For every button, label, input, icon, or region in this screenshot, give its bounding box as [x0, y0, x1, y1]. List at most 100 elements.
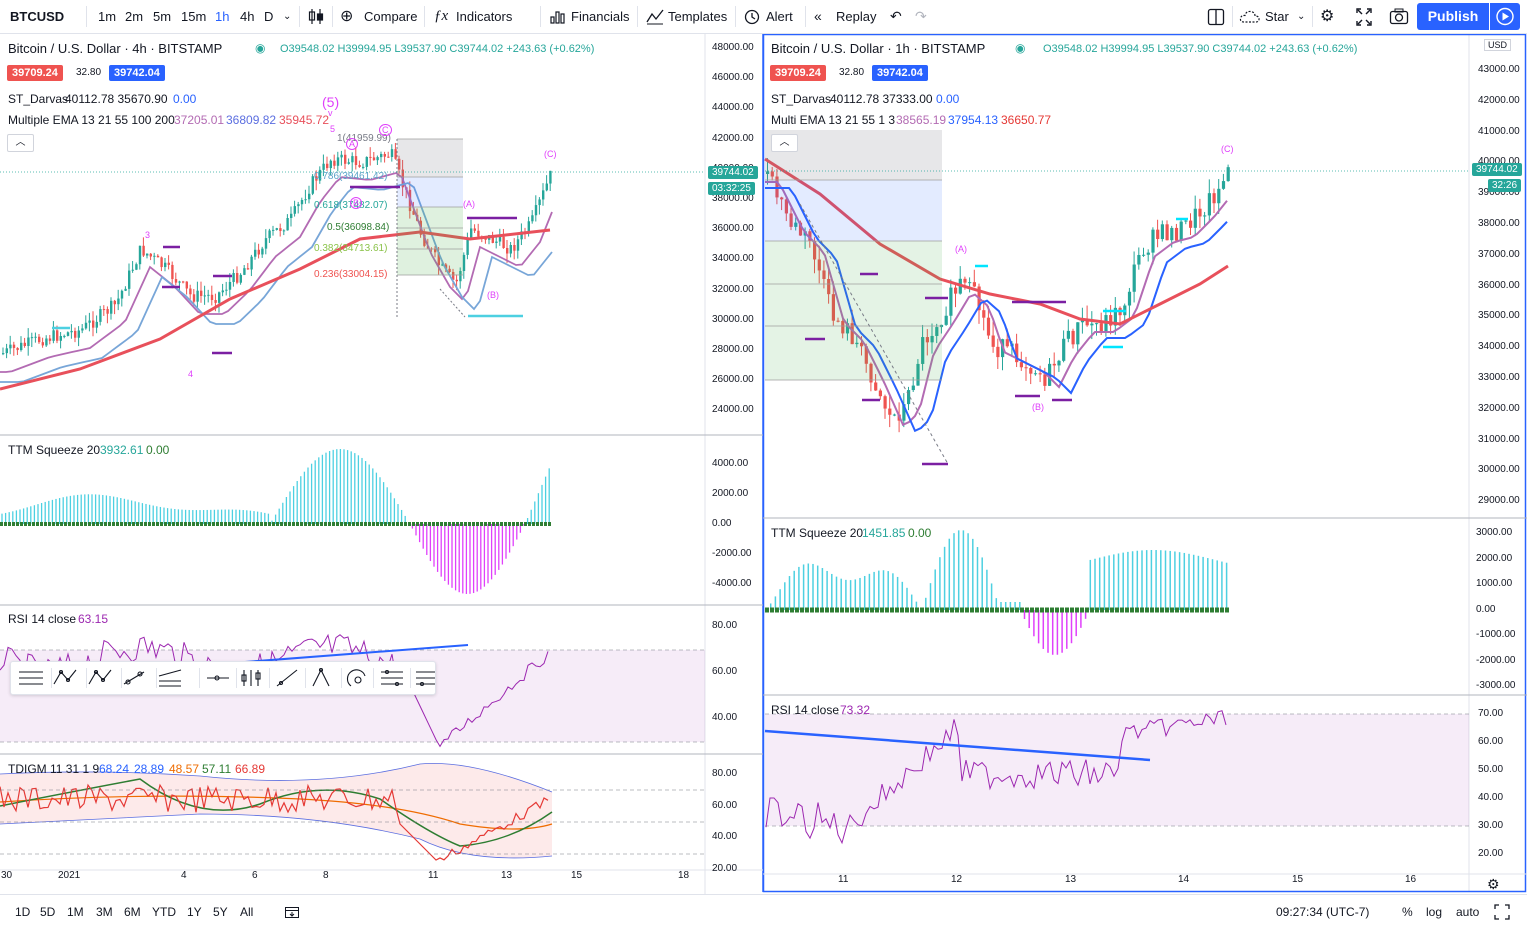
fib-channel-tool-icon[interactable]: [158, 669, 182, 687]
templates-icon[interactable]: [645, 0, 665, 33]
candle-body: [817, 259, 821, 271]
trend-line-tool-icon[interactable]: [123, 671, 145, 685]
fib-retracement-tool-icon[interactable]: [416, 671, 436, 687]
templates-button[interactable]: Templates: [668, 9, 728, 24]
horizontal-ray-tool-icon[interactable]: [207, 675, 229, 681]
interval-1m[interactable]: 1m: [98, 9, 117, 24]
interval-1h[interactable]: 1h: [215, 9, 230, 24]
regression-tool-icon[interactable]: [381, 669, 403, 687]
range-1Y[interactable]: 1Y: [187, 905, 202, 919]
range-6M[interactable]: 6M: [124, 905, 141, 919]
right-ttm-label[interactable]: TTM Squeeze 20: [771, 526, 864, 540]
left-rsi-label[interactable]: RSI 14 close: [8, 612, 77, 626]
right-ema-label[interactable]: Multi EMA 13 21 55 1 3: [771, 113, 896, 127]
range-5Y[interactable]: 5Y: [213, 905, 228, 919]
left-ttm-label[interactable]: TTM Squeeze 20: [8, 443, 101, 457]
financials-chart-icon[interactable]: [549, 0, 565, 33]
range-1D[interactable]: 1D: [15, 905, 31, 919]
right-rsi-value: 73.32: [840, 703, 871, 717]
layout-dropdown-icon[interactable]: ⌄: [1297, 11, 1306, 22]
right-ttm-tick: -2000.00: [1476, 654, 1516, 666]
left-price-tick: 28000.00: [712, 344, 754, 355]
candle-body: [444, 264, 448, 269]
interval-D[interactable]: D: [264, 9, 274, 24]
candle-body: [45, 338, 48, 346]
candle-body: [164, 262, 167, 268]
left-ema-value-3: 35945.72: [279, 113, 330, 127]
settings-gear-icon[interactable]: ⚙: [1320, 8, 1335, 25]
wave-label-4: 4: [188, 369, 194, 379]
timezone-clock[interactable]: 09:27:34 (UTC-7): [1276, 905, 1370, 919]
indicators-fx-icon[interactable]: ƒx: [434, 8, 449, 24]
candle-body: [63, 335, 66, 337]
candle-body: [124, 288, 127, 291]
currency-label[interactable]: USD: [1484, 39, 1512, 51]
candle-body: [1193, 208, 1197, 228]
left-price-tick: 42000.00: [712, 132, 754, 144]
date-range-calendar-icon[interactable]: [284, 905, 300, 922]
range-YTD[interactable]: YTD: [152, 905, 176, 919]
candle-body: [365, 156, 368, 167]
replay-rewind-icon[interactable]: «: [814, 8, 822, 24]
range-1M[interactable]: 1M: [67, 905, 84, 919]
interval-5m[interactable]: 5m: [153, 9, 172, 24]
replay-button[interactable]: Replay: [836, 9, 877, 24]
pitchfork-tool-icon[interactable]: [312, 667, 330, 687]
candle-body: [459, 271, 462, 282]
left-collapse-legend-button[interactable]: ︿: [7, 134, 34, 152]
compare-button[interactable]: Compare: [364, 9, 418, 24]
interval-2m[interactable]: 2m: [125, 9, 144, 24]
compare-plus-icon[interactable]: ⊕: [340, 8, 354, 25]
pattern-tool-icon[interactable]: [53, 669, 77, 685]
candle-body: [794, 222, 798, 227]
lines-tool-icon[interactable]: [19, 671, 43, 685]
range-5D[interactable]: 5D: [40, 905, 56, 919]
publish-button[interactable]: Publish: [1417, 3, 1489, 30]
left-tdi-label[interactable]: TDIGM 11 31 1 9: [8, 762, 100, 776]
candle-body: [131, 269, 134, 271]
right-rsi-label[interactable]: RSI 14 close: [771, 703, 840, 717]
undo-icon[interactable]: ↶: [890, 8, 902, 24]
snapshot-camera-icon[interactable]: [1389, 0, 1409, 33]
star-layout-label[interactable]: Star: [1265, 9, 1289, 24]
left-ema-label[interactable]: Multiple EMA 13 21 55 100 200: [8, 113, 175, 127]
log-scale-toggle[interactable]: log: [1426, 905, 1443, 919]
redo-icon[interactable]: ↷: [915, 8, 927, 24]
left-sell-price[interactable]: 39709.24: [7, 65, 63, 81]
left-buy-price[interactable]: 39742.04: [109, 65, 165, 81]
percent-scale-toggle[interactable]: %: [1402, 905, 1413, 919]
right-price-tick: 41000.00: [1478, 125, 1520, 137]
layout-split-icon[interactable]: [1207, 0, 1225, 33]
cloud-icon[interactable]: [1238, 0, 1262, 33]
symbol-search[interactable]: BTCUSD: [10, 9, 65, 24]
candle-body: [1226, 167, 1230, 182]
arc-tool-icon[interactable]: [346, 669, 366, 687]
indicators-button[interactable]: Indicators: [456, 9, 513, 24]
auto-scale-toggle[interactable]: auto: [1456, 905, 1480, 919]
fullscreen-icon[interactable]: [1355, 0, 1373, 33]
alert-button[interactable]: Alert: [766, 9, 793, 24]
chart-type-candles-icon[interactable]: [306, 0, 326, 33]
range-All[interactable]: All: [240, 905, 254, 919]
interval-4h[interactable]: 4h: [240, 9, 255, 24]
financials-button[interactable]: Financials: [571, 9, 630, 24]
right-sell-price[interactable]: 39709.24: [770, 65, 826, 81]
long-short-tool-icon[interactable]: [241, 670, 261, 686]
alert-clock-icon[interactable]: [743, 0, 761, 33]
interval-15m[interactable]: 15m: [181, 9, 207, 24]
left-price-tick: 24000.00: [712, 404, 754, 416]
elliott-wave-tool-icon[interactable]: [88, 669, 112, 685]
interval-dropdown-icon[interactable]: ⌄: [283, 11, 292, 22]
right-darvas-label[interactable]: ST_Darvas: [771, 92, 832, 106]
right-buy-price[interactable]: 39742.04: [872, 65, 928, 81]
ray-tool-icon[interactable]: [276, 669, 298, 687]
chart-canvas[interactable]: [0, 34, 1527, 894]
left-darvas-label[interactable]: ST_Darvas: [8, 92, 69, 106]
publish-menu-button[interactable]: [1490, 3, 1520, 30]
maximize-chart-icon[interactable]: [1494, 904, 1510, 923]
range-3M[interactable]: 3M: [96, 905, 113, 919]
chart-settings-gear-icon[interactable]: ⚙: [1487, 876, 1500, 892]
right-chart-title[interactable]: Bitcoin / U.S. Dollar · 1h · BITSTAMP: [771, 41, 986, 56]
right-collapse-legend-button[interactable]: ︿: [771, 134, 798, 152]
left-chart-title[interactable]: Bitcoin / U.S. Dollar · 4h · BITSTAMP: [8, 41, 223, 56]
